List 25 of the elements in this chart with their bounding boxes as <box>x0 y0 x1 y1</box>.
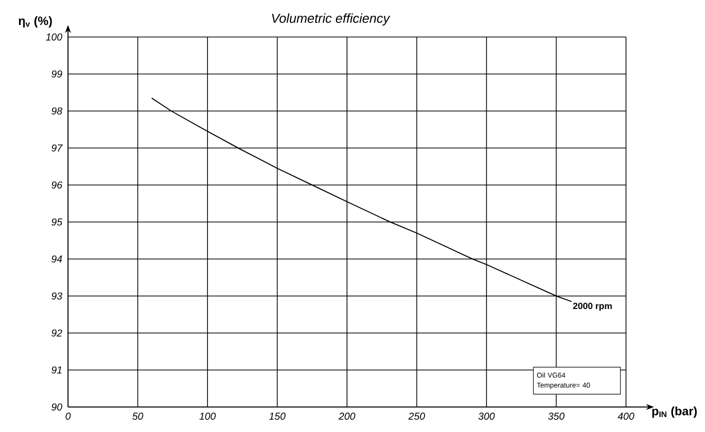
series-label: 2000 rpm <box>573 302 612 311</box>
x-tick-label: 150 <box>269 412 286 420</box>
chart-title: Volumetric efficiency <box>272 13 390 26</box>
y-tick-label: 98 <box>52 107 62 115</box>
x-tick-label: 0 <box>66 412 71 420</box>
x-tick-label: 250 <box>408 412 426 420</box>
y-tick-label: 96 <box>52 181 62 189</box>
line-series <box>151 98 572 302</box>
x-tick-label: 200 <box>338 412 356 420</box>
y-tick-label: 90 <box>52 403 62 411</box>
y-tick-label: 92 <box>52 329 62 337</box>
y-tick-label: 95 <box>52 218 62 226</box>
y-axis-title: η$_{v}$ (%) <box>18 16 52 28</box>
y-tick-label: 93 <box>52 292 62 300</box>
y-tick-label: 97 <box>52 144 63 152</box>
x-axis-title: p$_{IN}$ (bar) <box>652 406 697 418</box>
x-tick-label: 50 <box>132 412 144 420</box>
x-tick-label: 400 <box>618 412 634 420</box>
y-tick-label: 100 <box>46 33 62 41</box>
y-tick-label: 91 <box>52 366 62 374</box>
x-tick-label: 350 <box>548 412 565 420</box>
y-tick-label: 94 <box>52 255 62 263</box>
y-tick-label: 99 <box>52 70 62 78</box>
x-tick-label: 100 <box>199 412 216 420</box>
x-tick-label: 300 <box>478 412 495 420</box>
